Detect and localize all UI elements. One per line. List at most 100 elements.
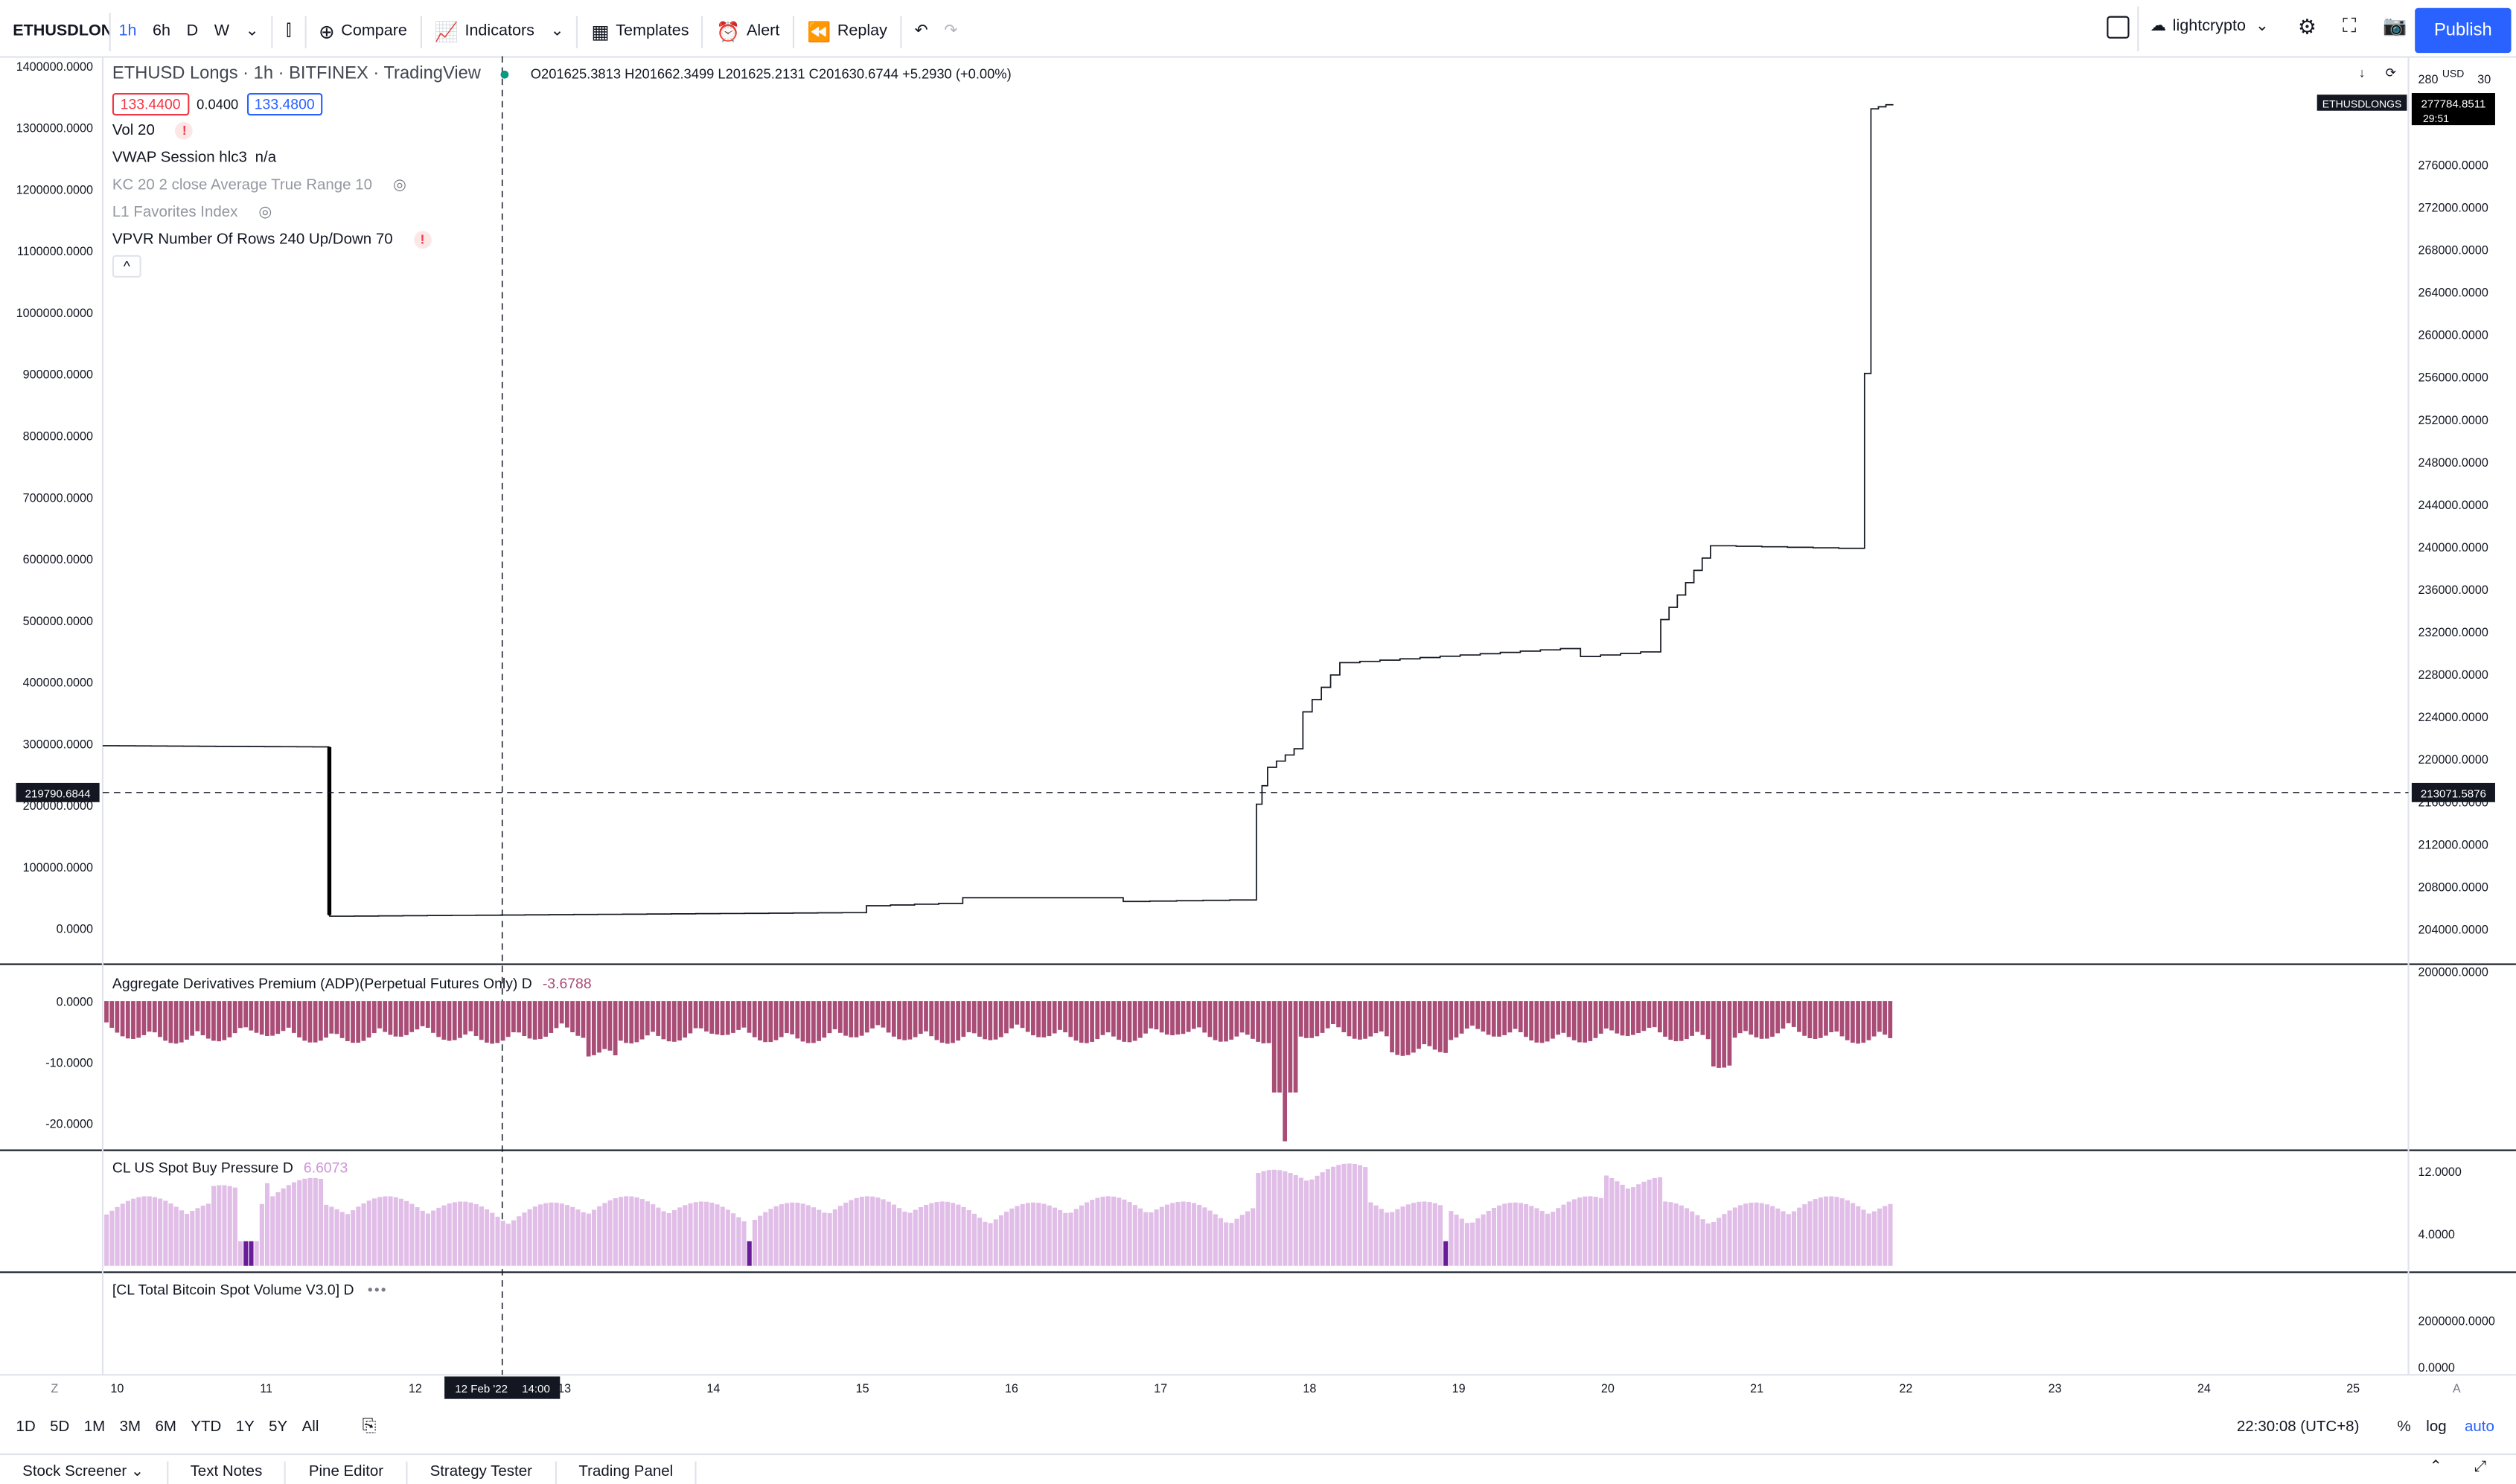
adp-bar[interactable] bbox=[356, 1001, 361, 1043]
buy-bar[interactable] bbox=[1271, 1169, 1277, 1266]
adp-bar[interactable] bbox=[951, 1001, 955, 1043]
adp-bar[interactable] bbox=[1615, 1001, 1620, 1034]
adp-bar[interactable] bbox=[961, 1001, 966, 1037]
adp-bar[interactable] bbox=[897, 1001, 901, 1040]
adp-bar[interactable] bbox=[179, 1001, 184, 1043]
buy-bar[interactable] bbox=[1759, 1203, 1764, 1266]
adp-bar[interactable] bbox=[232, 1001, 237, 1034]
adp-bar[interactable] bbox=[1384, 1001, 1389, 1037]
buy-bar[interactable] bbox=[1770, 1206, 1775, 1266]
buy-bar[interactable] bbox=[1047, 1205, 1052, 1266]
buy-bar[interactable] bbox=[929, 1203, 934, 1266]
adp-bar[interactable] bbox=[217, 1001, 221, 1042]
adp-bar[interactable] bbox=[329, 1001, 334, 1034]
adp-bar[interactable] bbox=[125, 1001, 130, 1039]
adp-bar[interactable] bbox=[404, 1001, 409, 1035]
adp-bar[interactable] bbox=[1202, 1001, 1207, 1033]
adp-bar[interactable] bbox=[1764, 1001, 1769, 1039]
adp-bar[interactable] bbox=[1454, 1001, 1459, 1038]
adp-bar[interactable] bbox=[527, 1001, 532, 1039]
buy-bar[interactable] bbox=[1197, 1204, 1202, 1266]
adp-bar[interactable] bbox=[1497, 1001, 1501, 1037]
adp-bar[interactable] bbox=[1063, 1001, 1067, 1033]
adp-title[interactable]: Aggregate Derivatives Premium (ADP)(Perp… bbox=[112, 975, 532, 992]
buy-bar[interactable] bbox=[773, 1206, 779, 1266]
adp-bar[interactable] bbox=[1164, 1001, 1169, 1035]
adp-bar[interactable] bbox=[1856, 1001, 1860, 1044]
buy-bar[interactable] bbox=[1630, 1187, 1636, 1266]
buy-bar[interactable] bbox=[1839, 1198, 1845, 1266]
adp-bar[interactable] bbox=[1470, 1001, 1475, 1026]
buy-bar[interactable] bbox=[725, 1209, 730, 1266]
adp-bar[interactable] bbox=[522, 1001, 527, 1037]
buy-bar[interactable] bbox=[1400, 1206, 1405, 1266]
adp-bar[interactable] bbox=[1058, 1001, 1062, 1030]
user-menu[interactable]: ☁ lightcrypto ⌄ bbox=[2151, 18, 2269, 36]
buy-bar[interactable] bbox=[1834, 1197, 1839, 1266]
tab-stock-screener[interactable]: Stock Screener ⌄ bbox=[0, 1461, 168, 1484]
adp-bar[interactable] bbox=[1571, 1001, 1577, 1040]
buy-bar[interactable] bbox=[1507, 1203, 1513, 1266]
adp-bar[interactable] bbox=[1320, 1001, 1325, 1033]
adp-bar[interactable] bbox=[1224, 1001, 1228, 1042]
adp-bar[interactable] bbox=[243, 1001, 248, 1028]
buy-bar[interactable] bbox=[666, 1213, 671, 1266]
adp-bar[interactable] bbox=[1807, 1001, 1813, 1039]
buy-bar[interactable] bbox=[1888, 1203, 1893, 1266]
adp-bar[interactable] bbox=[371, 1001, 377, 1034]
buy-bar[interactable] bbox=[913, 1209, 918, 1266]
buy-bar[interactable] bbox=[120, 1203, 125, 1266]
adp-bar[interactable] bbox=[1100, 1001, 1105, 1035]
adp-bar[interactable] bbox=[805, 1001, 811, 1043]
adp-bar[interactable] bbox=[1705, 1001, 1711, 1040]
adp-bar[interactable] bbox=[988, 1001, 993, 1040]
buy-bar[interactable] bbox=[741, 1221, 747, 1266]
buy-bar[interactable] bbox=[1807, 1201, 1813, 1266]
adp-bar[interactable] bbox=[1663, 1001, 1667, 1037]
buy-bar[interactable] bbox=[1883, 1206, 1888, 1266]
adp-bar[interactable] bbox=[473, 1001, 479, 1036]
buy-bar[interactable] bbox=[683, 1205, 688, 1266]
buy-bar[interactable] bbox=[1561, 1204, 1566, 1266]
adp-bar[interactable] bbox=[795, 1001, 800, 1039]
more-options-icon[interactable]: ••• bbox=[367, 1282, 388, 1298]
buy-bar[interactable] bbox=[511, 1220, 517, 1266]
adp-bar[interactable] bbox=[1073, 1001, 1079, 1041]
buy-bar[interactable] bbox=[307, 1177, 313, 1266]
buy-bar[interactable] bbox=[1132, 1205, 1137, 1266]
buy-bar[interactable] bbox=[891, 1204, 897, 1266]
percent-toggle[interactable]: % bbox=[2397, 1417, 2411, 1436]
adp-bar[interactable] bbox=[275, 1001, 281, 1034]
adp-bar[interactable] bbox=[302, 1001, 307, 1041]
buy-bar[interactable] bbox=[704, 1201, 709, 1266]
adp-bar[interactable] bbox=[1288, 1001, 1293, 1093]
buy-bar[interactable] bbox=[1395, 1209, 1400, 1266]
buy-bar[interactable] bbox=[238, 1241, 243, 1266]
buy-bar[interactable] bbox=[361, 1203, 366, 1266]
adp-bar[interactable] bbox=[1293, 1001, 1298, 1093]
buy-bar[interactable] bbox=[500, 1221, 505, 1266]
adp-bar[interactable] bbox=[1368, 1001, 1373, 1037]
buy-bar[interactable] bbox=[1357, 1165, 1363, 1266]
adp-bar[interactable] bbox=[854, 1001, 859, 1037]
buy-bar[interactable] bbox=[125, 1200, 131, 1266]
adp-bar[interactable] bbox=[1717, 1001, 1721, 1068]
buy-bar[interactable] bbox=[200, 1205, 205, 1266]
buy-bar[interactable] bbox=[886, 1201, 891, 1266]
buy-bar[interactable] bbox=[1164, 1204, 1170, 1266]
adp-bar[interactable] bbox=[1197, 1001, 1201, 1028]
adp-bar[interactable] bbox=[785, 1001, 789, 1034]
adp-bar[interactable] bbox=[1781, 1001, 1786, 1029]
adp-bar[interactable] bbox=[1084, 1001, 1089, 1043]
adp-bar[interactable] bbox=[591, 1001, 596, 1055]
buy-bar[interactable] bbox=[1111, 1196, 1117, 1266]
indicators-button[interactable]: 📈 Indicators bbox=[427, 12, 543, 51]
adp-bar[interactable] bbox=[1722, 1001, 1727, 1068]
adp-bar[interactable] bbox=[1390, 1001, 1394, 1053]
bid-price[interactable]: 133.4400 bbox=[112, 92, 189, 115]
adp-bar[interactable] bbox=[966, 1001, 971, 1032]
buy-bar[interactable] bbox=[1636, 1184, 1641, 1266]
adp-bar[interactable] bbox=[222, 1001, 227, 1040]
buy-bar[interactable] bbox=[1470, 1222, 1475, 1266]
buy-bar[interactable] bbox=[1100, 1196, 1105, 1266]
